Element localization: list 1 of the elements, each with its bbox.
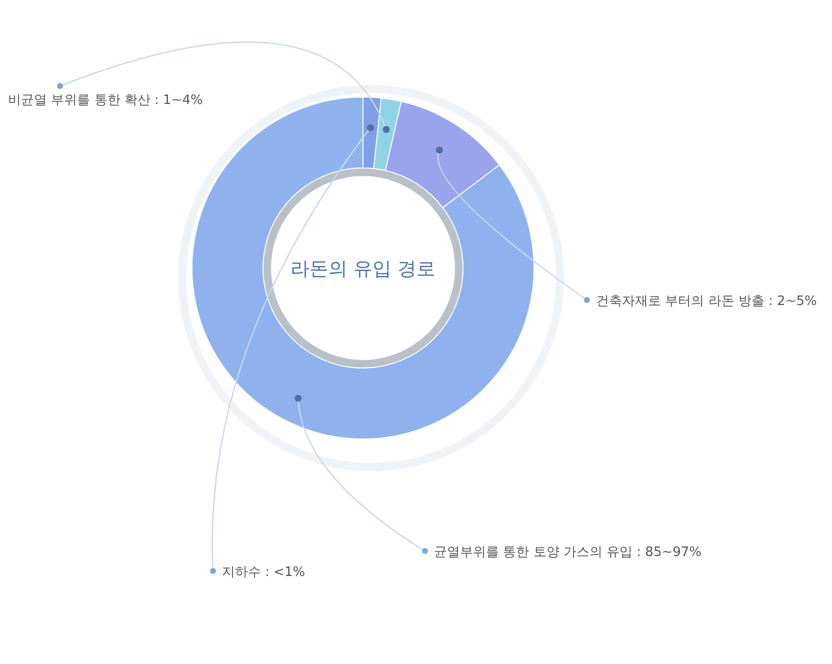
- title: 라돈의 유입 경로: [290, 258, 436, 280]
